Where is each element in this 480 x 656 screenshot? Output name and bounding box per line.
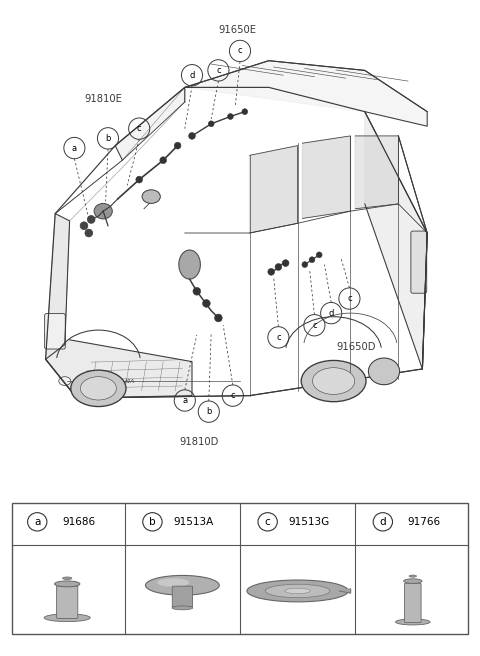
Text: 91810D: 91810D bbox=[180, 437, 219, 447]
Circle shape bbox=[203, 300, 210, 307]
Ellipse shape bbox=[369, 358, 399, 384]
Text: KIA: KIA bbox=[124, 380, 135, 384]
Circle shape bbox=[189, 133, 195, 139]
Circle shape bbox=[136, 176, 143, 183]
Circle shape bbox=[174, 142, 181, 149]
Ellipse shape bbox=[247, 580, 348, 602]
Text: 91686: 91686 bbox=[62, 517, 96, 527]
Circle shape bbox=[193, 287, 201, 295]
Text: c: c bbox=[230, 391, 235, 400]
Polygon shape bbox=[302, 136, 350, 218]
Polygon shape bbox=[355, 136, 398, 209]
Text: a: a bbox=[72, 144, 77, 153]
Ellipse shape bbox=[157, 578, 189, 586]
Text: c: c bbox=[347, 294, 352, 303]
Circle shape bbox=[215, 314, 222, 322]
Polygon shape bbox=[250, 146, 298, 233]
Circle shape bbox=[87, 216, 95, 223]
Polygon shape bbox=[115, 87, 185, 160]
Circle shape bbox=[228, 113, 233, 119]
Ellipse shape bbox=[409, 575, 417, 577]
Text: a: a bbox=[182, 396, 187, 405]
Ellipse shape bbox=[145, 575, 219, 595]
Ellipse shape bbox=[179, 250, 201, 279]
Text: 91650D: 91650D bbox=[336, 342, 375, 352]
Ellipse shape bbox=[285, 588, 310, 594]
FancyBboxPatch shape bbox=[411, 231, 427, 293]
Ellipse shape bbox=[404, 579, 422, 583]
Polygon shape bbox=[185, 61, 427, 126]
Text: 91810E: 91810E bbox=[84, 94, 122, 104]
Ellipse shape bbox=[301, 360, 366, 401]
Ellipse shape bbox=[142, 190, 160, 203]
Ellipse shape bbox=[71, 370, 126, 407]
Text: b: b bbox=[206, 407, 212, 416]
Circle shape bbox=[80, 222, 88, 230]
Ellipse shape bbox=[396, 619, 430, 625]
Text: c: c bbox=[238, 47, 242, 56]
Text: a: a bbox=[34, 517, 40, 527]
Text: c: c bbox=[216, 66, 221, 75]
Text: b: b bbox=[149, 517, 156, 527]
Text: b: b bbox=[105, 134, 111, 143]
Text: d: d bbox=[189, 71, 195, 80]
Text: c: c bbox=[265, 517, 271, 527]
Text: 91766: 91766 bbox=[408, 517, 441, 527]
Ellipse shape bbox=[172, 606, 193, 610]
FancyBboxPatch shape bbox=[57, 586, 78, 619]
Text: c: c bbox=[312, 321, 317, 330]
Text: 91513G: 91513G bbox=[288, 517, 330, 527]
Circle shape bbox=[268, 268, 275, 276]
Ellipse shape bbox=[312, 368, 355, 394]
Circle shape bbox=[282, 260, 289, 266]
Polygon shape bbox=[365, 112, 427, 369]
FancyBboxPatch shape bbox=[45, 314, 65, 349]
Ellipse shape bbox=[62, 577, 72, 579]
Ellipse shape bbox=[80, 377, 116, 400]
Circle shape bbox=[85, 229, 93, 237]
Polygon shape bbox=[46, 214, 70, 359]
Circle shape bbox=[242, 109, 248, 115]
Text: c: c bbox=[276, 333, 281, 342]
Ellipse shape bbox=[265, 584, 330, 598]
Circle shape bbox=[208, 121, 214, 127]
Text: 91513A: 91513A bbox=[174, 517, 214, 527]
Polygon shape bbox=[46, 340, 192, 398]
Text: c: c bbox=[137, 124, 142, 133]
Circle shape bbox=[275, 264, 282, 270]
Text: d: d bbox=[328, 308, 334, 318]
Ellipse shape bbox=[44, 614, 90, 622]
FancyBboxPatch shape bbox=[405, 583, 421, 623]
Circle shape bbox=[316, 252, 322, 258]
Ellipse shape bbox=[55, 581, 80, 587]
Text: d: d bbox=[380, 517, 386, 527]
FancyBboxPatch shape bbox=[172, 586, 192, 607]
Circle shape bbox=[309, 256, 315, 262]
Polygon shape bbox=[339, 589, 350, 593]
Text: 91650E: 91650E bbox=[218, 26, 257, 35]
Circle shape bbox=[160, 157, 167, 163]
Ellipse shape bbox=[94, 203, 112, 219]
Ellipse shape bbox=[59, 377, 71, 386]
Circle shape bbox=[302, 262, 308, 268]
